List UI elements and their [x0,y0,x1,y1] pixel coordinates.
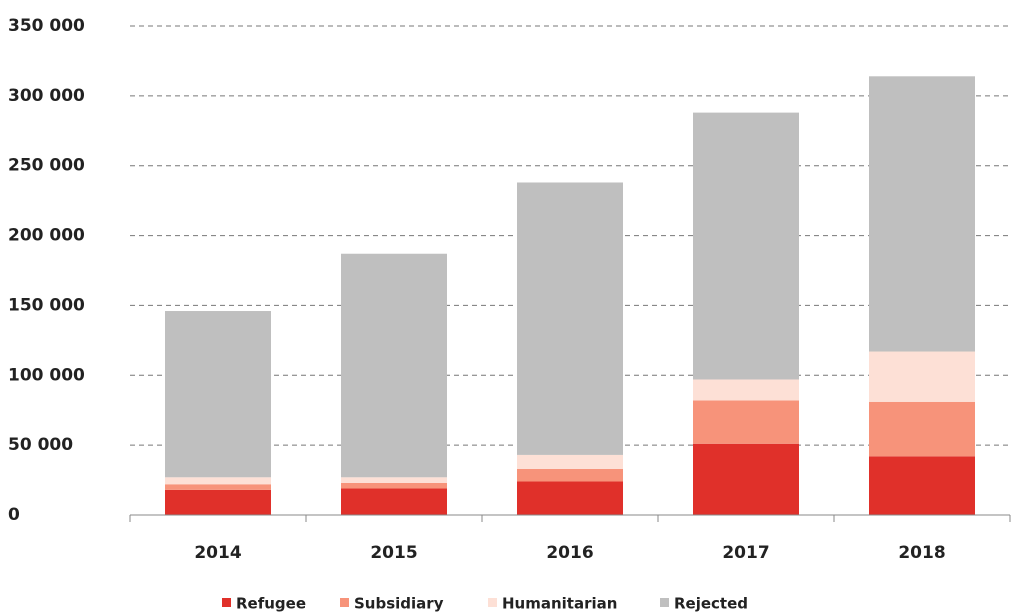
y-tick-label: 0 [8,505,20,525]
bar-segment [341,482,447,489]
legend-label: Rejected [674,595,748,613]
bar-segment [869,351,975,402]
x-tick-label: 2014 [194,543,241,563]
bar-segment [517,468,623,482]
legend-label: Refugee [236,595,306,613]
legend-label: Subsidiary [354,595,444,613]
legend-swatch [222,598,231,607]
x-tick-label: 2018 [898,543,945,563]
legend-swatch [488,598,497,607]
legend-label: Humanitarian [502,595,617,613]
y-tick-label: 200 000 [8,226,85,246]
legend-swatch [340,598,349,607]
y-tick-label: 50 000 [8,435,73,455]
bar-segment [517,182,623,455]
bar-segment [341,253,447,478]
x-tick-label: 2015 [370,543,417,563]
y-tick-label: 100 000 [8,365,85,385]
y-tick-label: 250 000 [8,156,85,176]
bar-segment [341,477,447,483]
bar-segment [517,454,623,469]
y-tick-label: 350 000 [8,16,85,36]
bar-segment [693,400,799,444]
y-tick-label: 150 000 [8,295,85,315]
bar-segment [693,112,799,380]
legend-swatch [660,598,669,607]
bar-segment [869,401,975,457]
bar-segment [869,76,975,352]
x-tick-label: 2017 [722,543,769,563]
bar-segment [693,443,799,515]
bar-segment [165,489,271,515]
bar-segment [165,484,271,490]
bar-segment [693,379,799,401]
bar-segment [165,477,271,485]
bar-segment [341,488,447,515]
bar-segment [165,311,271,478]
x-tick-label: 2016 [546,543,593,563]
bar-segment [517,481,623,515]
y-tick-label: 300 000 [8,86,85,106]
bar-segment [869,456,975,515]
